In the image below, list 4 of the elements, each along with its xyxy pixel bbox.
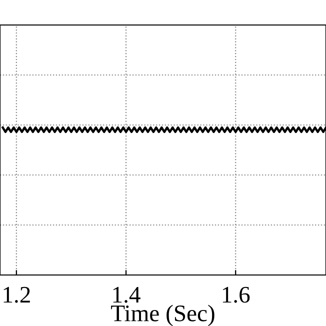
x-axis-title: Time (Sec)	[111, 304, 214, 326]
x-tick-label: 1.6	[222, 286, 250, 303]
x-tick-label: 1.2	[4, 286, 30, 303]
x-tick-label: 1.4	[113, 286, 140, 303]
